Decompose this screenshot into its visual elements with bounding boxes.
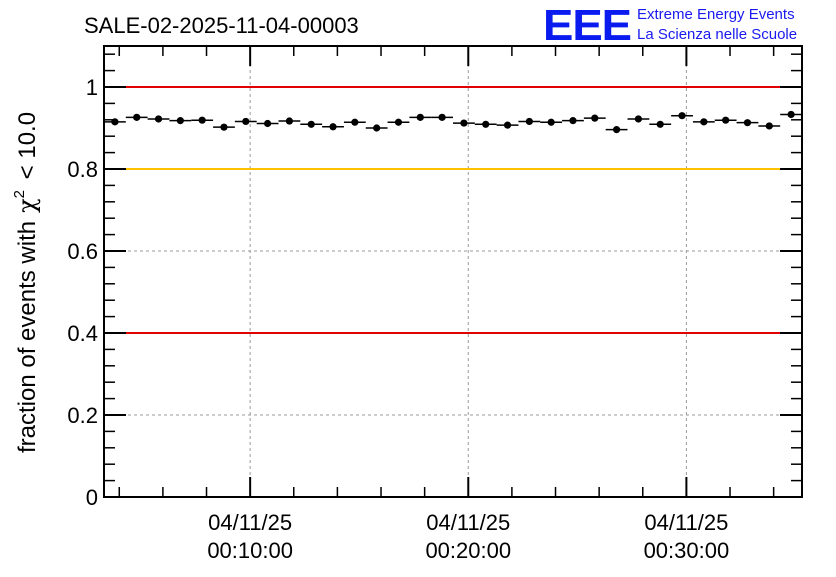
x-tick-time: 00:30:00	[644, 538, 730, 563]
data-point	[373, 124, 381, 132]
data-point	[678, 112, 686, 120]
logo-mark: EEE	[543, 1, 631, 50]
x-tick-date: 04/11/25	[644, 510, 728, 535]
data-point	[722, 116, 730, 124]
x-tick-date: 04/11/25	[426, 510, 510, 535]
y-tick-label: 1	[86, 75, 98, 100]
data-point	[634, 115, 643, 123]
data-point	[329, 123, 337, 131]
data-point	[591, 114, 599, 122]
data-point	[285, 117, 294, 125]
data-point	[263, 119, 272, 128]
data-point	[569, 117, 577, 125]
data-point	[787, 110, 795, 119]
logo-line1: Extreme Energy Events	[637, 6, 795, 23]
data-point	[220, 123, 228, 131]
y-axis-label-exponent: 2	[11, 190, 28, 198]
x-tick-time: 00:10:00	[207, 538, 293, 563]
data-point	[700, 118, 708, 126]
data-point	[438, 113, 446, 121]
y-axis-label: fraction of events with χ2 < 10.0	[11, 112, 41, 453]
data-point	[307, 120, 315, 128]
y-axis-label-chi: χ	[13, 198, 41, 213]
reference-lines	[104, 86, 802, 334]
data-point	[351, 118, 359, 126]
x-tick-labels: 04/11/25 00:10:00 04/11/25 00:20:00 04/11/25…	[207, 510, 729, 563]
y-tick-label: 0.8	[67, 157, 98, 182]
y-tick-label: 0	[86, 485, 98, 510]
data-point	[612, 126, 621, 134]
data-series	[104, 110, 802, 134]
logo-line2: La Scienza nelle Scuole	[637, 26, 797, 43]
data-point	[154, 115, 163, 123]
data-point	[242, 117, 250, 126]
data-point	[394, 118, 403, 126]
axis-ticks	[104, 46, 802, 498]
data-point	[503, 121, 512, 129]
data-point	[133, 113, 141, 121]
data-point	[416, 113, 424, 121]
x-tick-date: 04/11/25	[208, 510, 292, 535]
data-point	[460, 119, 468, 127]
data-point	[525, 117, 533, 126]
data-point	[743, 119, 752, 127]
y-axis-label-text: fraction of events with	[14, 221, 41, 453]
data-point	[656, 120, 664, 128]
y-tick-label: 0.6	[67, 239, 98, 264]
data-point	[176, 117, 184, 125]
data-point	[765, 122, 773, 130]
grid	[104, 46, 802, 497]
y-axis-label-threshold: < 10.0	[14, 112, 41, 186]
plot-frame	[103, 45, 803, 498]
chart-title: SALE-02-2025-11-04-00003	[84, 13, 359, 38]
y-tick-label: 0.4	[67, 321, 98, 346]
eee-logo: EEE Extreme Energy Events La Scienza nel…	[543, 1, 797, 50]
data-point	[547, 118, 555, 126]
x-tick-time: 00:20:00	[425, 538, 511, 563]
data-point	[198, 116, 206, 124]
y-tick-labels: 0 0.2 0.4 0.6 0.8 1	[67, 75, 98, 510]
y-tick-label: 0.2	[67, 403, 98, 428]
data-point	[482, 120, 490, 128]
